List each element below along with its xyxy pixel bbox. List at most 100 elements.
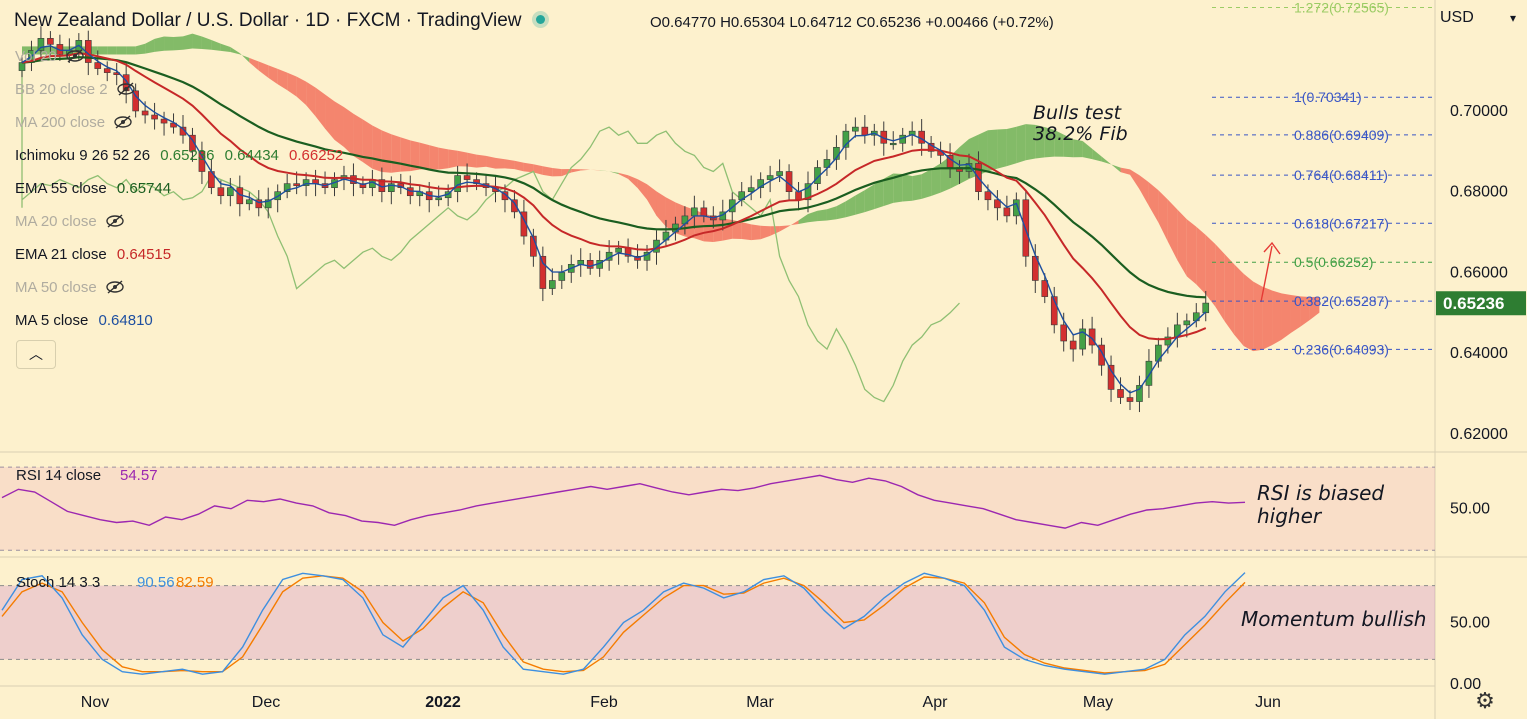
settings-gear-icon[interactable]: ⚙ <box>1475 688 1495 713</box>
bullish-cloud-segment <box>817 209 827 222</box>
bearish-cloud-segment <box>741 222 752 241</box>
bearish-cloud-segment <box>315 87 326 129</box>
bearish-cloud-segment <box>467 152 477 168</box>
bearish-candle-body <box>1107 364 1115 390</box>
bearish-candle-body <box>994 199 1001 209</box>
bullish-candle-body <box>1183 320 1191 326</box>
bullish-candle-body <box>37 38 45 51</box>
bullish-candle-body <box>842 130 850 148</box>
rsi-band <box>0 467 1435 551</box>
bearish-cloud-segment <box>647 184 657 216</box>
bearish-candle-body <box>94 62 102 69</box>
indicator-value: 0.64515 <box>112 246 172 263</box>
bullish-cloud-segment <box>182 33 193 50</box>
open-label: O <box>650 14 662 31</box>
stoch-d-value: 82.59 <box>176 574 214 591</box>
indicator-legend-row[interactable]: Vol 20 <box>15 48 85 65</box>
bullish-candle-body <box>435 197 442 201</box>
candle <box>1098 337 1105 376</box>
hidden-eye-icon[interactable] <box>65 49 85 63</box>
bearish-candle-body <box>501 191 509 201</box>
candle <box>586 253 594 275</box>
hidden-eye-icon[interactable] <box>113 115 133 129</box>
annotation-line: higher <box>1257 504 1322 528</box>
indicator-legend-row[interactable]: EMA 55 close 0.65744 <box>15 180 171 197</box>
time-axis-tick: Feb <box>590 694 618 711</box>
bearish-cloud-segment <box>419 142 430 170</box>
bullish-cloud-segment <box>855 190 865 215</box>
bearish-cloud-segment <box>751 224 761 241</box>
ema55-line <box>21 56 1206 299</box>
fib-level-label: 0.618(0.67217) <box>1294 215 1389 231</box>
bulls-annotation: Bulls test 38.2% Fib <box>1033 103 1128 145</box>
symbol-title[interactable]: New Zealand Dollar / U.S. Dollar · 1D · … <box>14 10 557 32</box>
bullish-cloud-segment <box>192 33 202 49</box>
collapse-legend-button[interactable]: ︿ <box>16 340 56 369</box>
hidden-eye-icon[interactable] <box>116 82 136 96</box>
rsi-axis-tick: 50.00 <box>1450 501 1490 518</box>
ma5-line <box>21 44 1207 394</box>
indicator-legend-row[interactable]: EMA 21 close 0.64515 <box>15 246 171 263</box>
indicator-legend-row[interactable]: BB 20 close 2 <box>15 81 136 98</box>
bearish-cloud-segment <box>1196 226 1206 295</box>
annotation-line: Bulls test <box>1033 102 1122 124</box>
candle <box>549 268 556 296</box>
indicator-legend-row[interactable]: MA 50 close <box>15 279 125 296</box>
bearish-cloud-segment <box>732 220 742 240</box>
bearish-cloud-segment <box>1253 281 1263 352</box>
hidden-eye-icon[interactable] <box>105 214 125 228</box>
bearish-candle-body <box>1069 340 1077 350</box>
bearish-cloud-segment <box>486 155 496 169</box>
bearish-cloud-segment <box>1158 190 1168 242</box>
candle <box>728 192 736 225</box>
bullish-candle-body <box>852 126 859 132</box>
bearish-cloud-segment <box>1290 295 1301 333</box>
close-label: C <box>856 14 867 31</box>
candle <box>1117 377 1124 404</box>
price-axis-tick: 0.66000 <box>1450 264 1508 281</box>
candle <box>160 111 168 136</box>
indicator-name: Vol 20 <box>15 48 57 65</box>
bullish-cloud-segment <box>864 184 875 213</box>
bearish-cloud-segment <box>637 179 648 200</box>
bullish-cloud-segment <box>997 129 1007 169</box>
price-axis-tick: 0.62000 <box>1450 426 1508 443</box>
candle <box>634 244 641 269</box>
bearish-candle-body <box>217 187 225 197</box>
bearish-cloud-segment <box>1167 199 1178 261</box>
bullish-cloud-segment <box>173 36 183 51</box>
currency-selector[interactable]: USD ▾ <box>1440 9 1520 33</box>
indicator-legend-row[interactable]: Ichimoku 9 26 52 26 0.65236 0.64434 0.66… <box>15 147 343 164</box>
bearish-cloud-segment <box>1262 286 1273 350</box>
bearish-cloud-segment <box>457 150 468 167</box>
lagging-span-line <box>21 68 960 403</box>
rsi-annotation: RSI is biased higher <box>1257 482 1384 528</box>
indicator-legend-row[interactable]: MA 5 close 0.64810 <box>15 312 153 329</box>
bullish-cloud-segment <box>893 173 903 203</box>
indicator-legend-row[interactable]: MA 200 close <box>15 114 133 131</box>
bullish-candle-body <box>283 183 291 192</box>
stoch-axis-tick: 50.00 <box>1450 615 1490 632</box>
bearish-cloud-segment <box>306 81 316 117</box>
bearish-candle-body <box>463 175 471 180</box>
annotation-line: 38.2% Fib <box>1033 123 1128 145</box>
hidden-eye-icon[interactable] <box>105 280 125 294</box>
bearish-cloud-segment <box>1129 169 1140 190</box>
bearish-cloud-segment <box>571 169 581 173</box>
bullish-cloud-segment <box>609 171 619 175</box>
fib-level-label: 0.764(0.68411) <box>1294 167 1388 183</box>
rsi-pane-label: RSI 14 close <box>16 467 101 484</box>
bearish-candle-body <box>473 179 480 184</box>
bearish-candle-body <box>151 114 158 120</box>
bearish-cloud-segment <box>1309 296 1320 320</box>
indicator-legend-row[interactable]: MA 20 close <box>15 213 125 230</box>
bullish-cloud-segment <box>845 195 856 218</box>
candle <box>151 102 158 130</box>
bearish-cloud-segment <box>760 225 771 240</box>
high-label: H <box>720 14 731 31</box>
fib-level-label: 0.5(0.66252) <box>1294 254 1373 270</box>
bearish-cloud-segment <box>514 160 524 172</box>
stoch-k-value: 90.56 <box>137 574 175 591</box>
bullish-cloud-segment <box>1111 164 1121 173</box>
